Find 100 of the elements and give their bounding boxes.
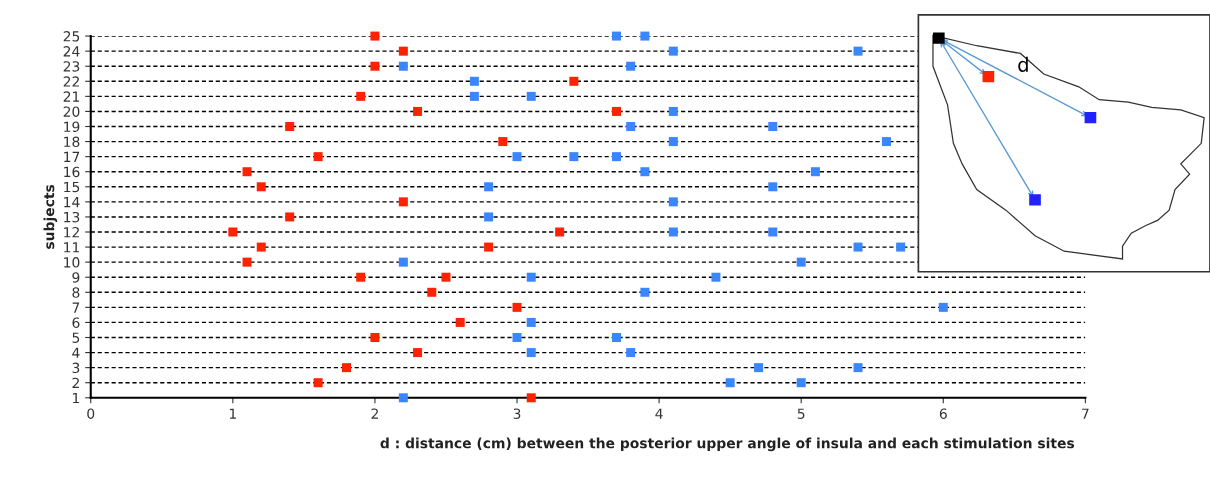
point: [611, 152, 621, 162]
point: [285, 212, 295, 222]
y-tick-label: 2: [72, 377, 79, 388]
y-tick-label: 16: [64, 166, 80, 178]
point: [455, 317, 465, 327]
point: [356, 91, 366, 101]
point: [796, 378, 806, 388]
point: [313, 378, 323, 388]
point: [810, 167, 820, 177]
point: [626, 61, 636, 71]
y-tick-label: 22: [63, 76, 79, 87]
x-tick-label: 1: [229, 408, 236, 419]
point: [441, 272, 451, 282]
y-tick-label: 12: [64, 226, 79, 238]
point: [555, 227, 565, 237]
point: [569, 76, 579, 86]
y-tick-label: 7: [72, 302, 80, 313]
point: [242, 257, 252, 267]
point: [668, 137, 678, 147]
point: [768, 182, 778, 192]
point: [398, 61, 408, 71]
point: [256, 242, 266, 252]
y-tick-label: 20: [63, 106, 80, 117]
point: [853, 242, 863, 252]
point: [711, 272, 721, 282]
y-tick-label: 24: [63, 46, 80, 57]
point: [398, 46, 408, 56]
point: [356, 272, 366, 282]
y-tick-label: 4: [72, 347, 80, 358]
y-tick-label: 21: [63, 91, 80, 102]
point: [427, 287, 437, 297]
point: [484, 212, 494, 222]
y-tick-label: 18: [64, 136, 80, 148]
y-tick-label: 17: [64, 151, 80, 162]
y-tick-label: 14: [64, 197, 80, 208]
point: [370, 333, 380, 342]
point: [242, 167, 252, 177]
point: [626, 348, 636, 358]
y-tick-label: 11: [64, 242, 80, 253]
y-tick-label: 15: [64, 181, 80, 193]
point: [313, 152, 323, 162]
point: [398, 393, 408, 403]
x-axis-title: d : distance (cm) between the posterior upper angle of insula and each stimulation sites: [380, 437, 1075, 452]
point: [256, 182, 266, 192]
point: [611, 106, 621, 116]
x-tick-label: 6: [939, 408, 947, 419]
point: [484, 182, 494, 192]
point: [228, 227, 238, 237]
y-tick-label: 10: [64, 257, 80, 268]
point: [413, 106, 423, 116]
point: [611, 31, 621, 41]
point: [640, 31, 650, 41]
y-tick-label: 3: [72, 362, 80, 374]
point: [668, 46, 678, 56]
point: [512, 302, 522, 312]
point: [526, 272, 536, 282]
point: [668, 106, 678, 116]
y-tick-label: 13: [64, 211, 80, 223]
y-tick-label: 8: [72, 287, 80, 298]
x-tick-label: 4: [655, 408, 663, 419]
y-tick-label: 6: [72, 317, 80, 328]
point: [768, 122, 778, 131]
point: [526, 91, 536, 101]
point: [881, 137, 891, 147]
point: [370, 61, 380, 71]
point: [611, 333, 621, 342]
point: [370, 31, 380, 41]
point: [853, 46, 863, 56]
point: [796, 257, 806, 267]
point: [512, 333, 522, 342]
annotation: d: [1018, 56, 1028, 72]
point: [398, 197, 408, 207]
y-tick-label: 9: [72, 272, 80, 283]
point: [285, 122, 295, 131]
point: [725, 378, 735, 388]
point: [640, 167, 650, 177]
point: [484, 242, 494, 252]
x-tick-label: 5: [797, 408, 805, 419]
y-tick-label: 23: [63, 61, 80, 72]
x-tick-label: 3: [513, 408, 521, 419]
point: [342, 363, 352, 373]
point: [938, 302, 948, 312]
point: [512, 152, 522, 162]
x-tick-label: 2: [371, 408, 378, 419]
point: [526, 348, 536, 358]
point: [498, 137, 508, 147]
point: [398, 257, 408, 267]
point: [526, 393, 536, 403]
point: [626, 122, 636, 131]
x-tick-label: 7: [1082, 408, 1089, 419]
point: [526, 317, 536, 327]
y-axis-title: subjects: [43, 184, 58, 249]
point: [853, 363, 863, 373]
y-tick-label: 19: [64, 121, 80, 132]
point: [668, 227, 678, 237]
y-tick-label: 5: [72, 332, 80, 343]
point: [754, 363, 764, 373]
point: [896, 242, 906, 252]
x-tick-label: 0: [87, 408, 95, 419]
y-tick-label: 25: [63, 31, 80, 42]
